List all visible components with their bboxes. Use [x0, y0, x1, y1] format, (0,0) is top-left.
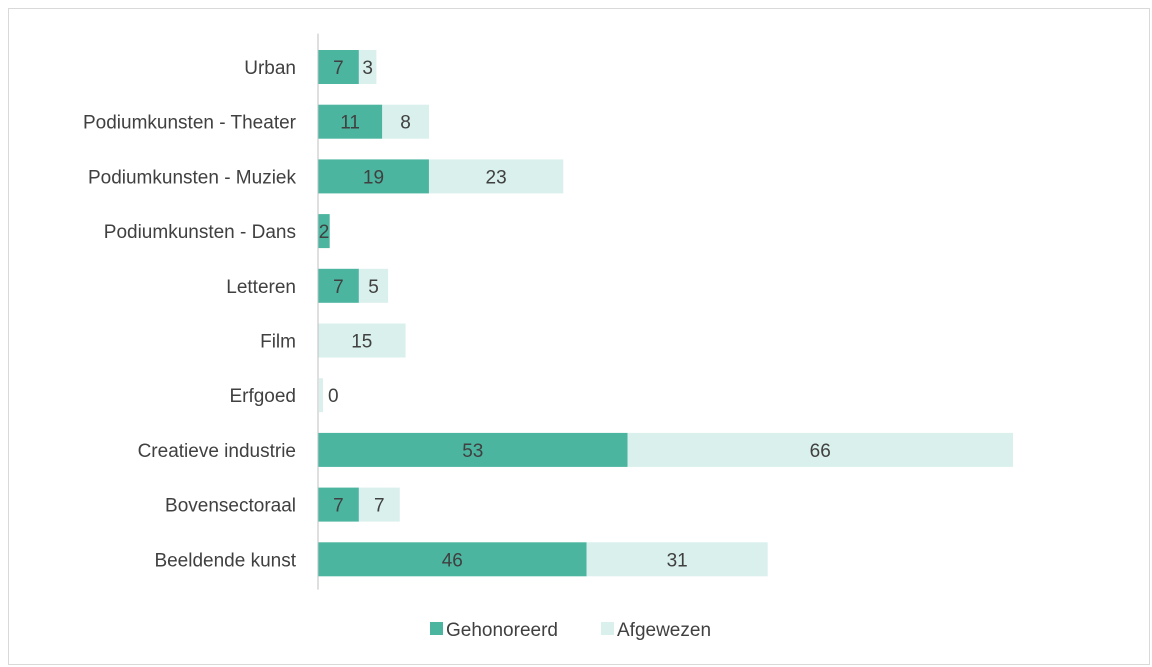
category-label-beeldende-kunst: Beeldende kunst: [154, 550, 296, 571]
bar-gehonoreerd-podiumkunsten-dans: [318, 214, 330, 249]
bar-afgewezen-beeldende-kunst: [586, 542, 768, 577]
bar-afgewezen-urban: [358, 50, 377, 84]
category-label-urban: Urban: [244, 58, 296, 79]
bar-gehonoreerd-urban: [318, 50, 359, 84]
data-label-afgewezen-creatieve-industrie: 66: [810, 441, 831, 462]
legend-swatch-afgewezen: [601, 622, 614, 635]
data-label-afgewezen-beeldende-kunst: 31: [667, 550, 688, 571]
data-label-gehonoreerd-bovensectoraal: 7: [333, 496, 344, 517]
category-label-podiumkunsten-muziek: Podiumkunsten - Muziek: [88, 167, 297, 188]
data-label-afgewezen-letteren: 5: [368, 277, 379, 298]
data-label-gehonoreerd-podiumkunsten-theater: 11: [340, 113, 360, 134]
bar-gehonoreerd-podiumkunsten-muziek: [318, 159, 429, 194]
data-label-gehonoreerd-beeldende-kunst: 46: [442, 550, 463, 571]
data-label-afgewezen-film: 15: [351, 332, 372, 353]
category-label-bovensectoraal: Bovensectoraal: [165, 496, 296, 517]
category-label-creatieve-industrie: Creatieve industrie: [138, 441, 296, 462]
bar-afgewezen-film: [318, 323, 406, 358]
bar-gehonoreerd-podiumkunsten-theater: [318, 104, 383, 139]
category-label-podiumkunsten-theater: Podiumkunsten - Theater: [83, 113, 297, 134]
data-label-afgewezen-bovensectoraal: 7: [374, 496, 385, 517]
legend: Gehonoreerd Afgewezen: [430, 620, 711, 641]
category-label-film: Film: [260, 332, 296, 353]
data-label-afgewezen-erfgoed: 0: [328, 386, 339, 407]
legend-label-gehonoreerd: Gehonoreerd: [446, 620, 558, 641]
category-label-podiumkunsten-dans: Podiumkunsten - Dans: [104, 222, 296, 243]
data-label-afgewezen-urban: 3: [362, 58, 373, 79]
data-label-afgewezen-podiumkunsten-theater: 8: [400, 113, 411, 134]
bar-gehonoreerd-creatieve-industrie: [318, 432, 628, 467]
data-label-gehonoreerd-letteren: 7: [333, 277, 344, 298]
category-label-erfgoed: Erfgoed: [229, 386, 296, 407]
bar-afgewezen-bovensectoraal: [358, 487, 400, 522]
category-label-letteren: Letteren: [226, 277, 296, 298]
bar-afgewezen-podiumkunsten-muziek: [428, 159, 564, 194]
bar-afgewezen-creatieve-industrie: [627, 432, 1013, 467]
legend-swatch-gehonoreerd: [430, 622, 443, 635]
data-label-afgewezen-podiumkunsten-muziek: 23: [486, 167, 507, 188]
data-label-gehonoreerd-podiumkunsten-dans: 2: [319, 222, 330, 243]
legend-label-afgewezen: Afgewezen: [617, 620, 711, 641]
bar-gehonoreerd-letteren: [318, 268, 359, 303]
data-label-gehonoreerd-urban: 7: [333, 58, 344, 79]
data-label-gehonoreerd-creatieve-industrie: 53: [462, 441, 483, 462]
bar-afgewezen-letteren: [358, 268, 389, 303]
bars-layer: [318, 50, 1013, 577]
labels-layer: Beeldende kunst 46 31 Bovensectoraal 7 7 Creat…: [83, 58, 831, 571]
data-label-gehonoreerd-podiumkunsten-muziek: 19: [363, 167, 384, 188]
bar-gehonoreerd-beeldende-kunst: [318, 542, 587, 577]
bar-gehonoreerd-bovensectoraal: [318, 487, 359, 522]
bar-afgewezen-erfgoed: [319, 378, 323, 413]
bar-afgewezen-podiumkunsten-theater: [382, 104, 429, 139]
